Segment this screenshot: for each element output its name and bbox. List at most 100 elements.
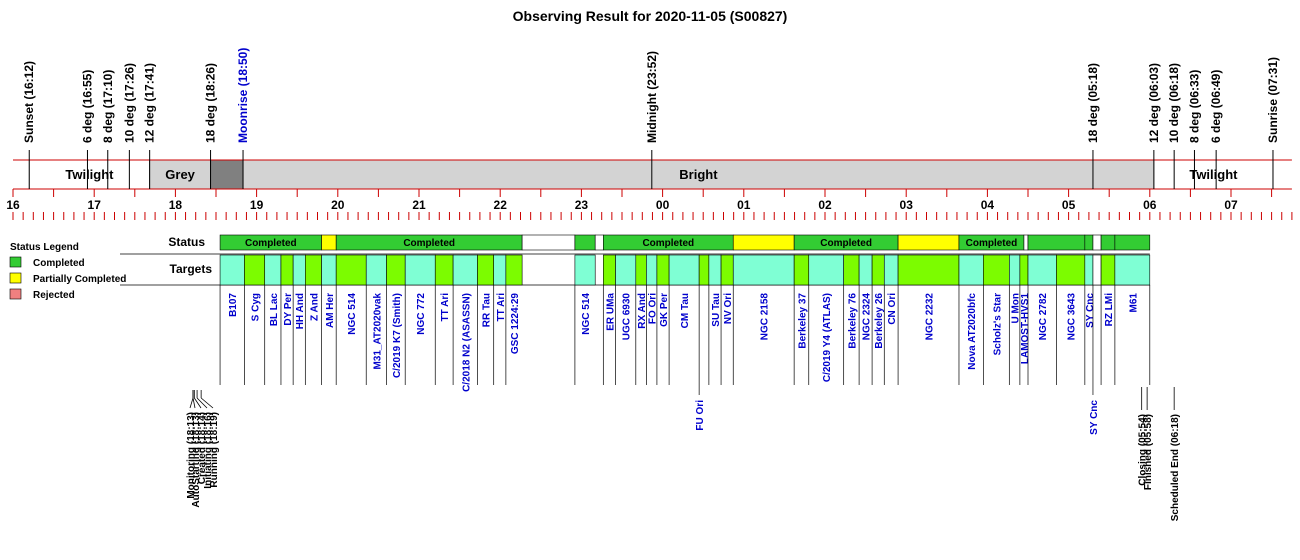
- hour-tick-label: 03: [900, 198, 914, 212]
- target-label: SY Cnc: [1085, 293, 1096, 328]
- target-block: [698, 254, 710, 286]
- start-event-leader: [196, 397, 208, 409]
- legend-title: Status Legend: [10, 242, 79, 253]
- target-label: NGC 772: [416, 293, 427, 335]
- target-block: [603, 254, 616, 286]
- target-block: [244, 254, 266, 286]
- sun-event-label: 12 deg (06:03): [1147, 63, 1161, 143]
- target-label: NGC 2232: [925, 293, 936, 341]
- status-block-label: Completed: [642, 238, 694, 249]
- target-block: [404, 254, 436, 286]
- status-block-label: Completed: [966, 238, 1018, 249]
- status-block-label: Completed: [403, 238, 455, 249]
- status-block: [574, 234, 596, 251]
- target-block: [321, 254, 337, 286]
- sun-event-label: 8 deg (06:33): [1187, 70, 1201, 143]
- target-block: [305, 254, 322, 286]
- target-block: [897, 254, 960, 286]
- start-event-label: Monitoring (18:13): [186, 412, 197, 499]
- status-block: [1027, 234, 1086, 251]
- target-label: RX And: [637, 293, 648, 329]
- target-block: [505, 254, 523, 286]
- target-label: LAMOST-HVS1: [1020, 293, 1031, 365]
- target-label: Berkeley 76: [847, 293, 858, 349]
- sun-event-label: 10 deg (06:18): [1167, 63, 1181, 143]
- target-block: [477, 254, 495, 286]
- target-labels: B107 S Cyg BL Lac DY Per HH And Z And AM Her NG…: [219, 285, 1151, 435]
- chart-title: Observing Result for 2020-11-05 (S00827): [513, 8, 788, 24]
- target-block: [883, 254, 899, 286]
- sun-event-markers: Sunset (16:12) 6 deg (16:55) 8 deg (17:10)…: [22, 48, 1280, 189]
- legend-swatch: [9, 256, 22, 268]
- sun-event-label: Moonrise (18:50): [236, 48, 250, 143]
- target-block: [808, 254, 844, 286]
- target-block: [1009, 254, 1021, 286]
- sun-event-label: Sunset (16:12): [22, 61, 36, 143]
- legend-swatch: [9, 288, 22, 300]
- target-label: CM Tau: [680, 293, 691, 328]
- hour-tick-label: 05: [1062, 198, 1076, 212]
- target-block: [646, 254, 658, 286]
- hour-tick-label: 02: [818, 198, 832, 212]
- targets-row-label: Targets: [170, 262, 213, 276]
- time-axis: 16 17 18 19 20 21 22 23 00 01 02 03 04 05 06 07: [6, 189, 1293, 220]
- sky-band: [210, 159, 244, 190]
- target-block: [708, 254, 722, 286]
- sky-band-label: Twilight: [65, 167, 114, 182]
- status-block-label: Completed: [245, 238, 297, 249]
- hour-tick-label: 16: [6, 198, 20, 212]
- target-label: C/2019 K7 (Smith): [392, 293, 403, 378]
- sun-event-label: 6 deg (16:55): [80, 70, 94, 143]
- hour-tick-label: 00: [656, 198, 670, 212]
- target-block: [386, 254, 406, 286]
- target-drop-label: FU Ori: [695, 400, 706, 431]
- target-label: RZ LMi: [1104, 293, 1115, 327]
- target-block: [1100, 254, 1116, 286]
- target-label: S Cyg: [251, 293, 262, 321]
- target-label: Berkeley 26: [874, 293, 885, 349]
- status-row-label: Status: [168, 235, 205, 249]
- target-block: [1056, 254, 1086, 286]
- target-block: [493, 254, 507, 286]
- start-event-leader: [192, 397, 196, 409]
- sun-event-label: 18 deg (18:26): [204, 63, 218, 143]
- hour-tick-label: 06: [1143, 198, 1157, 212]
- sun-event-label: 8 deg (17:10): [101, 70, 115, 143]
- status-block: [1084, 234, 1094, 251]
- target-label: C/2018 N2 (ASASSN): [461, 293, 472, 392]
- sky-band-layer: Twilight Grey Bright Twilight: [13, 159, 1292, 190]
- target-label: M31_AT2020vak: [372, 293, 383, 370]
- target-label: DY Per: [283, 293, 294, 326]
- target-label: UGC 6930: [622, 293, 633, 341]
- sun-event-label: 18 deg (05:18): [1086, 63, 1100, 143]
- target-block: [264, 254, 282, 286]
- sun-event-label: Midnight (23:52): [645, 51, 659, 143]
- hour-tick-label: 21: [412, 198, 426, 212]
- target-label: NGC 3643: [1067, 293, 1078, 341]
- sky-band-label: Bright: [679, 167, 718, 182]
- status-block: [897, 234, 960, 251]
- sun-event-label: 12 deg (17:41): [143, 63, 157, 143]
- target-label: Z And: [309, 293, 320, 321]
- target-label: ER UMa: [605, 293, 616, 331]
- target-block: [656, 254, 670, 286]
- target-block: [958, 254, 984, 286]
- target-label: NGC 2324: [862, 293, 873, 341]
- start-event-label: Initiating (18:16): [203, 412, 214, 489]
- status-block: [1100, 234, 1116, 251]
- status-block: [594, 234, 604, 251]
- sun-event-label: 6 deg (06:49): [1209, 70, 1223, 143]
- start-event-label: Running (18:19): [209, 412, 220, 488]
- legend-swatch: [9, 272, 22, 284]
- target-block: [871, 254, 885, 286]
- target-label: AM Her: [325, 293, 336, 328]
- sky-band-label: Twilight: [1189, 167, 1238, 182]
- target-label: M61: [1128, 293, 1139, 313]
- status-block: [732, 234, 795, 251]
- end-event-label: Closing (05:54): [1138, 414, 1149, 486]
- hour-tick-label: 17: [88, 198, 102, 212]
- target-block: [983, 254, 1010, 286]
- status-block: [521, 234, 576, 251]
- target-label: U Mon: [1011, 293, 1022, 324]
